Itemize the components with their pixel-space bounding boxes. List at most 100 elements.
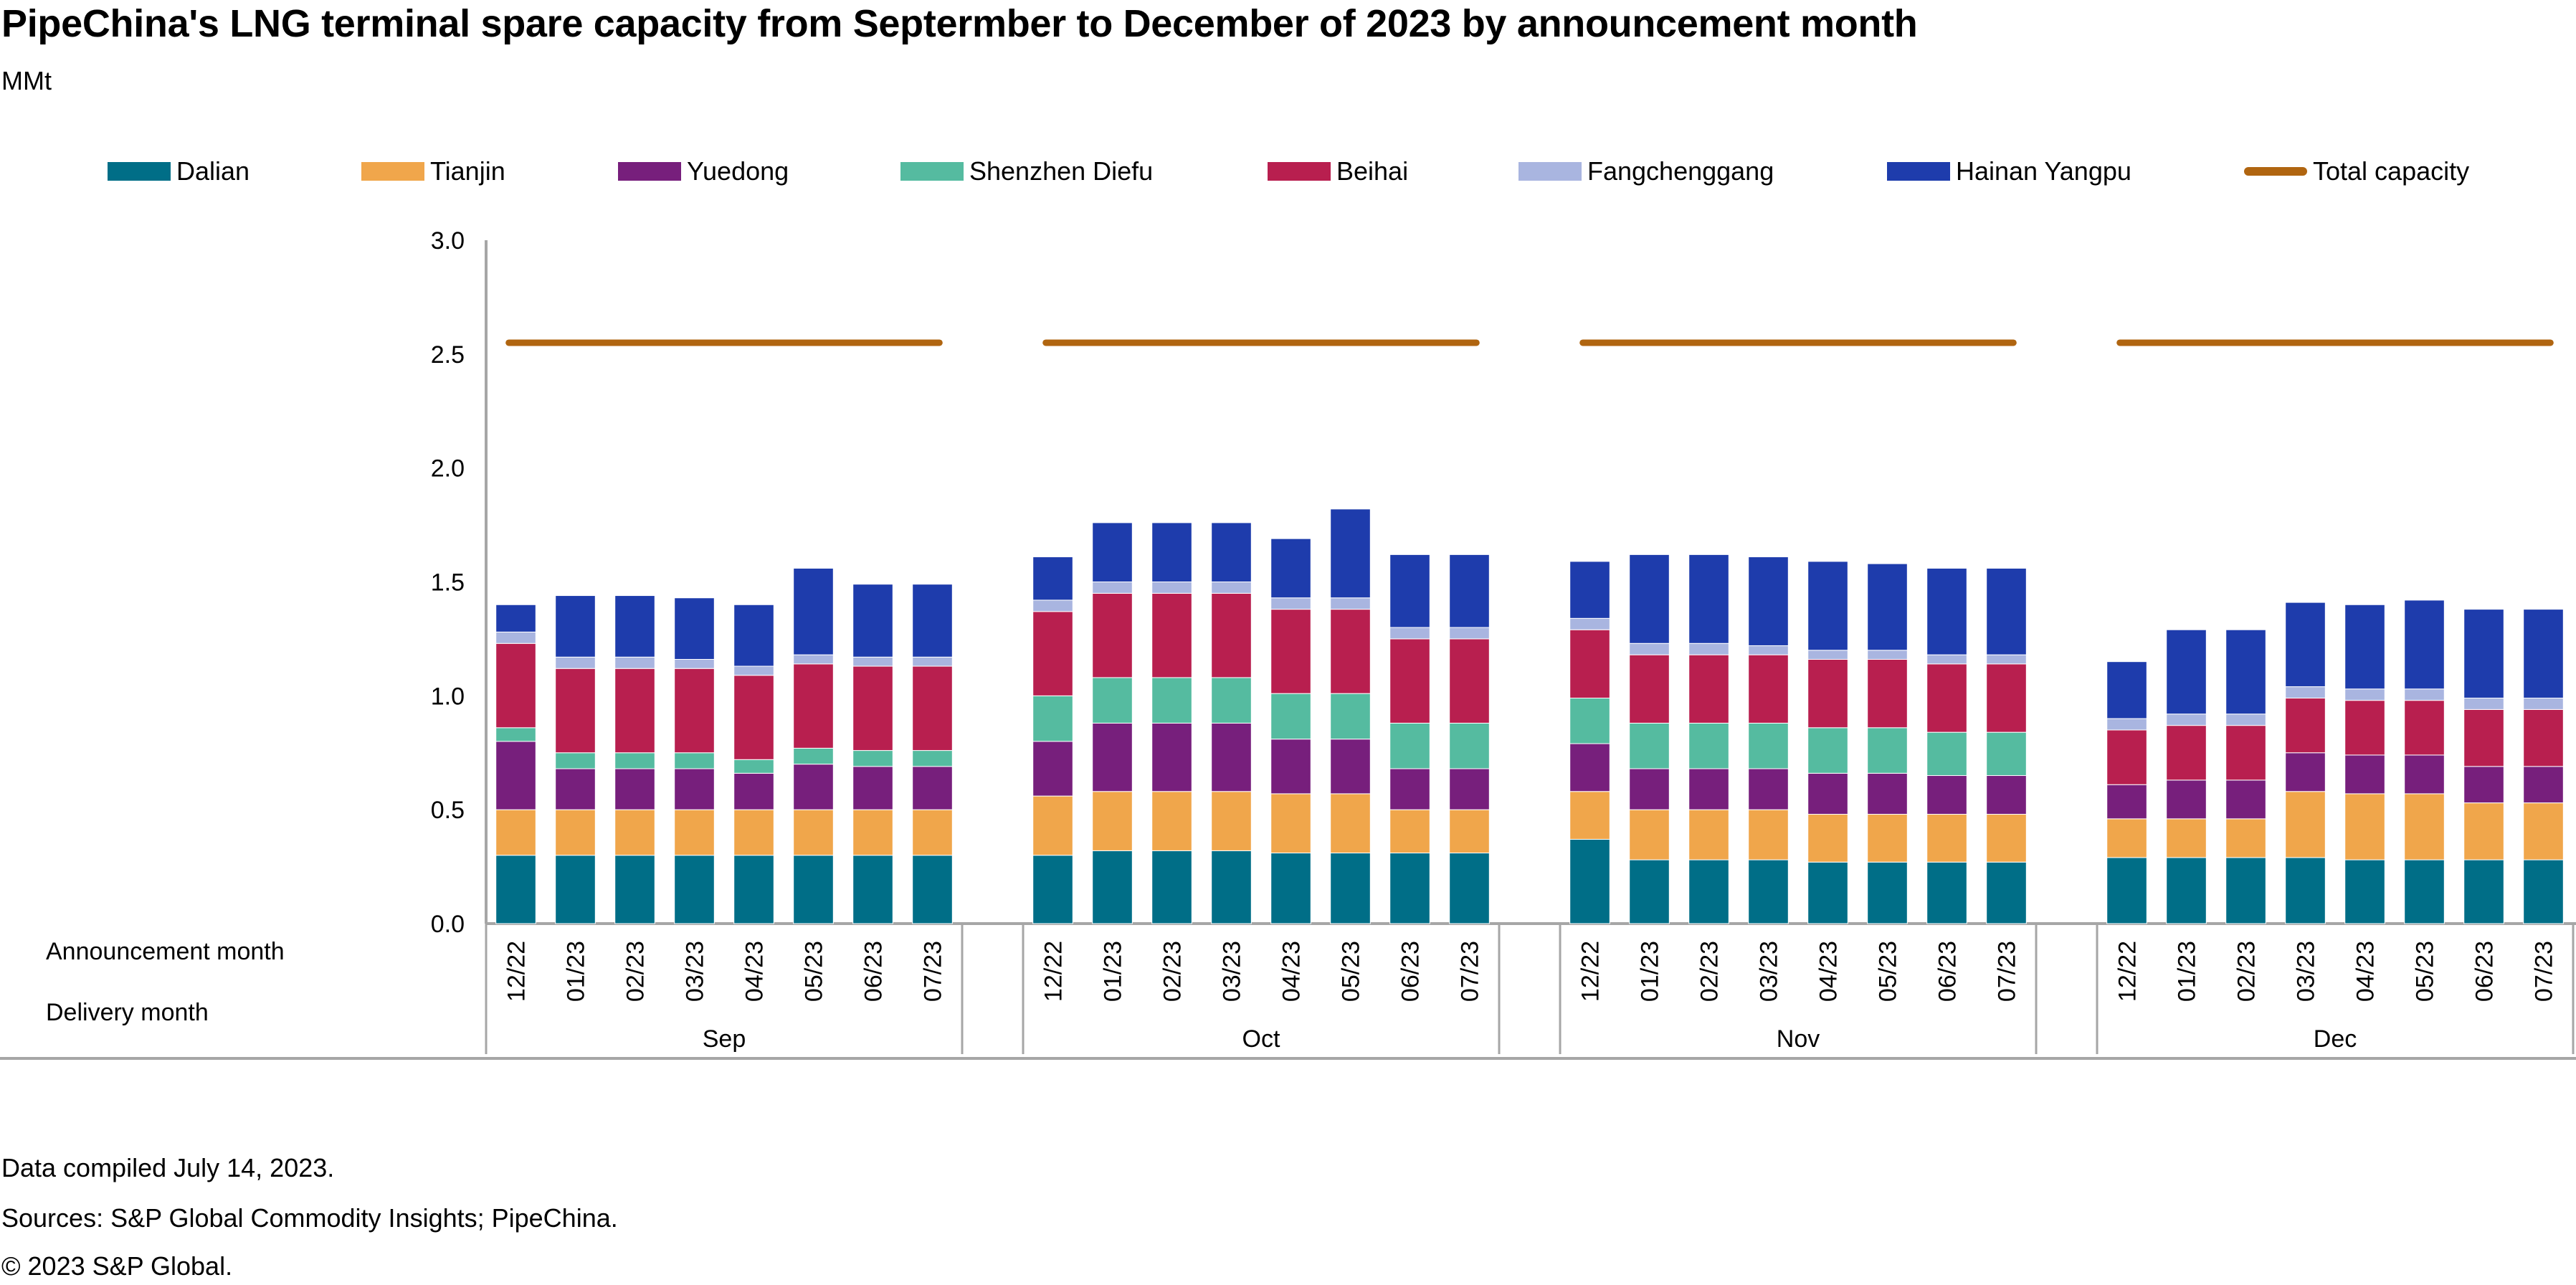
bar-segment-yuedong	[555, 768, 596, 810]
bar-segment-dalian	[1270, 853, 1311, 924]
bar-segment-shenzhen-diefu	[1092, 677, 1133, 724]
bar-segment-yuedong	[2166, 779, 2207, 820]
bar-segment-dalian	[1748, 859, 1789, 924]
bar-segment-dalian	[495, 855, 536, 924]
bar-segment-yuedong	[2404, 754, 2445, 795]
bar-segment-fangchenggang	[1986, 654, 2027, 665]
bar-segment-yuedong	[912, 766, 953, 810]
x-tick-label: 03/23	[2293, 941, 2320, 1002]
bar-segment-tianjin	[852, 809, 893, 856]
bar-segment-yuedong	[1807, 772, 1848, 815]
bar-segment-yuedong	[2106, 784, 2147, 820]
bar-segment-beihai	[1092, 592, 1133, 678]
bar-segment-shenzhen-diefu	[793, 747, 834, 765]
bar-segment-shenzhen-diefu	[1867, 727, 1908, 774]
bar-segment-shenzhen-diefu	[1211, 677, 1252, 724]
bar-segment-beihai	[614, 668, 655, 754]
x-tick-label: 05/23	[1875, 941, 1902, 1002]
bar-segment-hainan-yangpu	[1032, 556, 1073, 601]
bar-segment-beihai	[1151, 592, 1192, 678]
legend-label-hainan-yangpu: Hainan Yangpu	[1956, 156, 2131, 186]
bar-segment-tianjin	[2463, 802, 2504, 860]
bar-segment-tianjin	[495, 809, 536, 856]
bar-segment-fangchenggang	[1389, 627, 1430, 640]
x-tick-label: 01/23	[2174, 941, 2201, 1002]
bar-segment-yuedong	[2285, 752, 2326, 792]
legend-item-hainan-yangpu: Hainan Yangpu	[1887, 156, 2131, 186]
bar-segment-shenzhen-diefu	[912, 750, 953, 767]
bar-segment-yuedong	[1211, 722, 1252, 792]
bar-segment-yuedong	[2463, 766, 2504, 804]
legend-label-total-capacity: Total capacity	[2313, 156, 2470, 186]
bar-segment-shenzhen-diefu	[555, 752, 596, 769]
bar-segment-dalian	[1330, 853, 1371, 924]
bar-segment-dalian	[2344, 859, 2385, 924]
bar-segment-yuedong	[495, 741, 536, 810]
bar-segment-dalian	[1032, 855, 1073, 924]
bar-segment-fangchenggang	[2404, 688, 2445, 701]
x-tick-label: 05/23	[1338, 941, 1365, 1002]
bar-segment-beihai	[1748, 654, 1789, 724]
x-tick-label: 05/23	[801, 941, 828, 1002]
x-tick-label: 01/23	[563, 941, 590, 1002]
x-tick-label: 07/23	[1994, 941, 2021, 1002]
x-tick-label: 04/23	[1815, 941, 1843, 1002]
bar-segment-hainan-yangpu	[495, 604, 536, 632]
bar-segment-hainan-yangpu	[1330, 508, 1371, 599]
bar-segment-hainan-yangpu	[1389, 554, 1430, 628]
bar-segment-beihai	[2225, 725, 2266, 781]
bar-segment-fangchenggang	[614, 656, 655, 669]
bar-segment-hainan-yangpu	[1867, 563, 1908, 651]
footer-copyright: © 2023 S&P Global.	[1, 1251, 233, 1281]
x-tick-label: 12/22	[503, 941, 531, 1002]
bar-segment-dalian	[2404, 859, 2445, 924]
bar-segment-tianjin	[1926, 814, 1967, 863]
bar-segment-shenzhen-diefu	[1629, 722, 1670, 769]
bar-segment-dalian	[2225, 857, 2266, 924]
bar-segment-shenzhen-diefu	[674, 752, 715, 769]
bar-segment-hainan-yangpu	[852, 584, 893, 658]
bar-segment-fangchenggang	[2463, 698, 2504, 710]
bar-segment-shenzhen-diefu	[1330, 693, 1371, 740]
bar-segment-yuedong	[1092, 722, 1133, 792]
x-tick-label: 12/22	[1577, 941, 1605, 1002]
bar-segment-fangchenggang	[1688, 642, 1729, 655]
x-tick-label: 02/23	[2233, 941, 2261, 1002]
x-tick-label: 07/23	[2531, 941, 2558, 1002]
legend-swatch-hainan-yangpu	[1887, 162, 1950, 181]
y-tick-label: 1.5	[431, 569, 465, 597]
bar-segment-shenzhen-diefu	[1270, 693, 1311, 740]
bar-segment-beihai	[1032, 611, 1073, 696]
bar-segment-beihai	[1330, 609, 1371, 694]
bar-segment-shenzhen-diefu	[733, 759, 774, 774]
bar-segment-beihai	[1270, 609, 1311, 694]
bar-segment-yuedong	[793, 764, 834, 810]
y-tick-label: 2.0	[431, 455, 465, 483]
bar-segment-hainan-yangpu	[1629, 554, 1670, 644]
bar-segment-dalian	[2285, 857, 2326, 924]
bar-segment-tianjin	[2166, 818, 2207, 858]
x-tick-label: 03/23	[1219, 941, 1246, 1002]
bar-segment-tianjin	[1032, 795, 1073, 856]
bar-segment-shenzhen-diefu	[1389, 722, 1430, 769]
bar-segment-tianjin	[2344, 793, 2385, 860]
legend-item-dalian: Dalian	[108, 156, 249, 186]
x-tick-label: 01/23	[1637, 941, 1664, 1002]
bar-segment-fangchenggang	[2285, 686, 2326, 699]
bar-segment-yuedong	[2344, 754, 2385, 795]
bar-segment-fangchenggang	[1330, 597, 1371, 610]
bar-segment-fangchenggang	[2344, 688, 2385, 701]
bar-segment-dalian	[2166, 857, 2207, 924]
bar-segment-beihai	[1688, 654, 1729, 724]
bar-segment-hainan-yangpu	[1270, 538, 1311, 599]
bar-segment-yuedong	[852, 766, 893, 810]
bar-segment-beihai	[1986, 663, 2027, 733]
bar-segment-beihai	[1629, 654, 1670, 724]
bar-segment-tianjin	[1151, 791, 1192, 851]
bar-segment-dalian	[2523, 859, 2564, 924]
x-tick-label: 12/22	[2114, 941, 2142, 1002]
bar-segment-hainan-yangpu	[2225, 629, 2266, 715]
bar-segment-yuedong	[1389, 768, 1430, 810]
legend-item-beihai: Beihai	[1268, 156, 1408, 186]
x-tick-label: 01/23	[1100, 941, 1127, 1002]
